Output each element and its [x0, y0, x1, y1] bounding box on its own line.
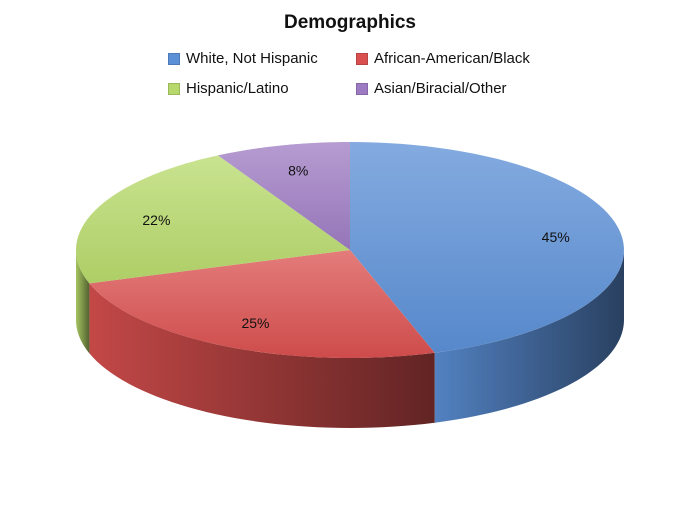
legend-item-african-american: African-American/Black — [356, 50, 530, 67]
pie-slice-asian — [218, 142, 350, 250]
legend-item-hispanic: Hispanic/Latino — [168, 80, 289, 97]
chart-title: Demographics — [284, 12, 416, 33]
pie-slice-african-american — [89, 250, 435, 358]
pie-side-white — [434, 250, 624, 423]
pie-slice-hispanic — [76, 155, 350, 284]
legend-label-hispanic: Hispanic/Latino — [186, 80, 289, 97]
legend-label-white: White, Not Hispanic — [186, 50, 318, 67]
data-label-african-american: 25% — [241, 315, 269, 331]
pie-side-african-american — [89, 283, 435, 428]
legend-label-asian: Asian/Biracial/Other — [374, 80, 507, 97]
legend-swatch-white — [168, 52, 180, 65]
legend-item-asian: Asian/Biracial/Other — [356, 80, 507, 97]
legend-swatch-asian — [356, 82, 368, 95]
legend-item-white: White, Not Hispanic — [168, 50, 318, 67]
data-label-hispanic: 22% — [142, 212, 170, 228]
legend-label-african-american: African-American/Black — [374, 50, 530, 67]
data-label-white: 45% — [542, 229, 570, 245]
pie-slice-white — [350, 142, 624, 353]
data-label-asian: 8% — [288, 163, 308, 179]
legend-swatch-hispanic — [168, 82, 180, 95]
pie-side-hispanic — [76, 250, 90, 354]
legend-swatch-african-american — [356, 52, 368, 65]
